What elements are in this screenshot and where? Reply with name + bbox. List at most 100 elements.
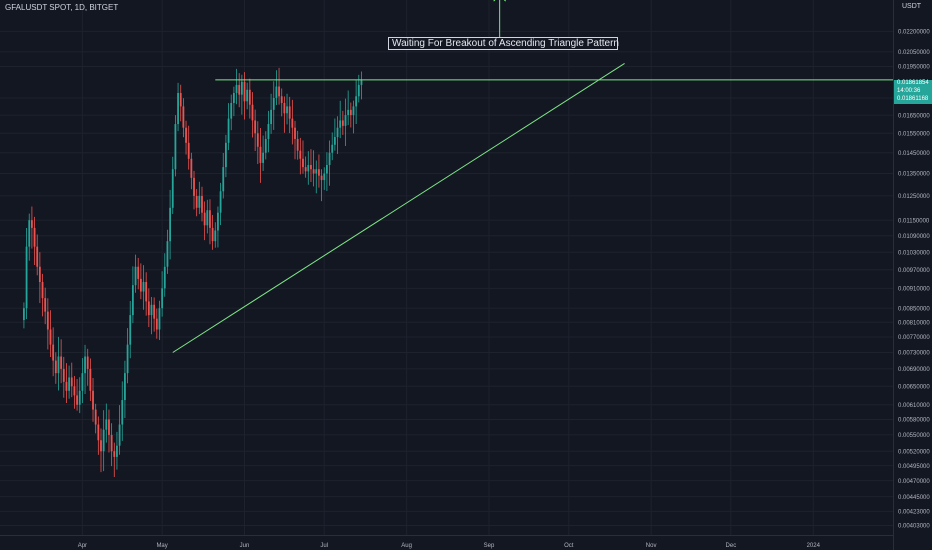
candle-body [219,191,222,213]
candle-body [275,86,278,98]
time-tick-label: Apr [78,543,87,549]
currency-label[interactable]: USDT [902,3,922,10]
candle-body [145,282,148,302]
candle-body [89,368,92,391]
candle-body [84,356,86,374]
candle-body [254,120,257,134]
candle-body [217,212,219,231]
candle-body [198,195,201,208]
candle-body [315,169,318,174]
candle-body [163,266,166,289]
time-axis[interactable]: Apr May Jun Jul Aug Sep Oct Nov Dec 2024 [78,543,821,549]
candle-body [349,109,352,116]
candle-body [100,440,102,452]
candle-body [65,381,68,391]
price-tick-label: 0.00403000 [898,524,930,530]
time-tick-label: Sep [484,543,495,549]
price-tick-label: 0.01950000 [898,65,930,71]
candle-body [171,169,174,208]
candle-body [60,356,63,369]
price-axis[interactable]: 0.022000000.020500000.019500000.01750000… [898,30,930,530]
candle-body [174,124,177,170]
candle-body [105,419,108,430]
candle-body [304,167,307,172]
candle-body [70,377,73,387]
price-tick-label: 0.01030000 [898,250,930,256]
price-tick-label: 0.00970000 [898,268,930,274]
price-tick-label: 0.00445000 [898,495,930,501]
candle-body [243,81,246,102]
candle-body [195,195,198,208]
candle-body [179,93,182,107]
candle-body [232,93,235,103]
candle-body [81,373,84,391]
candle-body [129,315,132,345]
price-tick-label: 0.01250000 [898,194,930,200]
candle-body [46,311,49,330]
candle-body [320,175,323,181]
candle-body [36,246,39,267]
candle-body [177,93,179,125]
annotation-text-box[interactable]: Waiting For Breakout of Ascending Triang… [388,37,619,50]
price-tick-label: 0.00495000 [898,464,930,470]
time-tick-label: May [156,543,167,549]
candle-body [248,89,251,105]
candle-body [76,395,78,405]
candle-body [256,133,259,147]
price-tick-label: 0.01650000 [898,113,930,119]
price-tick-label: 0.01150000 [898,218,930,224]
price-tick-label: 0.00850000 [898,306,930,312]
candle-body [318,169,320,176]
candle-body [288,106,291,119]
candle-body [235,84,238,94]
candle-body [211,227,214,242]
candle-body [23,308,25,321]
candle-body [187,142,190,159]
candle-body [238,84,241,95]
time-tick-label: Dec [726,543,737,549]
price-tick-label: 0.00423000 [898,510,930,516]
candle-body [147,301,150,316]
candle-body [134,266,137,286]
candle-body [302,158,304,168]
price-tick-label: 0.01550000 [898,131,930,137]
candle-body [92,390,94,410]
candle-body [102,429,105,452]
candle-body [41,282,44,299]
candle-body [94,409,97,425]
candle-body [153,304,156,319]
candle-body [193,177,195,196]
time-tick-label: 2024 [807,543,821,549]
price-tick-label: 0.00610000 [898,403,930,409]
candle-body [137,266,140,279]
candle-body [326,165,328,174]
candle-body [142,282,145,292]
candle-body [33,227,36,247]
countdown-tag: 14:00:36 [894,88,932,96]
price-tick-label: 0.00770000 [898,335,930,341]
support-trendline[interactable] [172,63,625,353]
price-tick-label: 0.00810000 [898,320,930,326]
time-tick-label: Jul [320,543,328,549]
candle-body [121,400,124,425]
time-tick-label: Aug [401,543,412,549]
price-tick-label: 0.00550000 [898,433,930,439]
candle-body [68,377,71,391]
triangle-drawings [172,0,893,353]
time-axis-separator [0,535,893,536]
candle-body [339,120,342,128]
price-tick-label: 0.01450000 [898,151,930,157]
candle-body [352,106,355,116]
symbol-label[interactable]: GFALUSDT SPOT, 1D, BITGET [5,3,119,12]
candle-body [97,424,100,441]
time-tick-label: Jun [240,543,250,549]
candle-body [86,356,89,369]
candle-body [294,127,296,139]
candle-body [28,220,31,247]
candle-body [52,344,55,361]
candle-body [360,80,363,85]
candle-body [49,329,52,345]
price-tick-label: 0.01350000 [898,172,930,178]
candle-body [357,84,360,97]
